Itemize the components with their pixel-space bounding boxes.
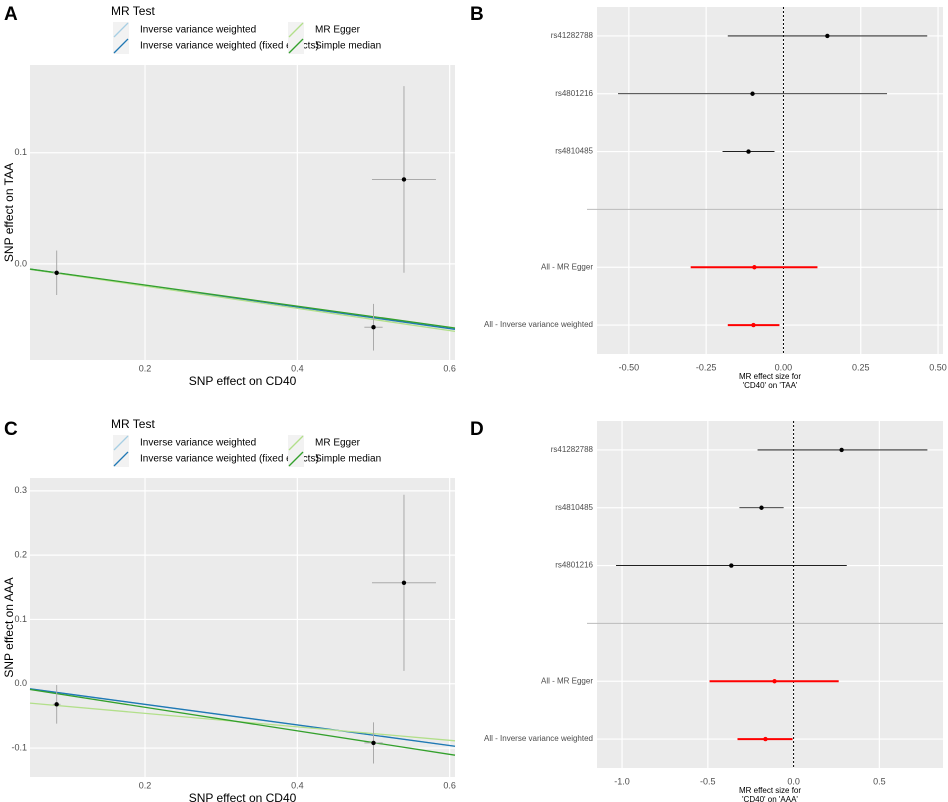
panel-letter: D <box>470 419 484 440</box>
y-tick-label: 0.0 <box>14 258 27 268</box>
legend-key-line <box>288 38 304 54</box>
fit-line <box>29 688 456 756</box>
y-tick-label: 0.1 <box>14 147 27 157</box>
x-tick-label: 0.2 <box>139 363 152 373</box>
y-tick-label: rs41282788 <box>551 31 594 40</box>
legend-label: Inverse variance weighted <box>140 438 256 449</box>
panel-letter: C <box>4 419 18 440</box>
estimate <box>772 679 777 684</box>
point <box>371 325 376 330</box>
y-tick-label: rs4801216 <box>555 89 593 98</box>
legend-title: MR Test <box>111 417 155 431</box>
x-tick-label: 0.50 <box>929 362 947 372</box>
x-tick-label: 0.6 <box>443 780 456 790</box>
x-axis-label: MR effect size for <box>739 786 801 795</box>
legend-label: Inverse variance weighted (fixed effects… <box>140 454 319 465</box>
legend-label: Inverse variance weighted (fixed effects… <box>140 41 319 52</box>
y-axis-label: SNP effect on AAA <box>2 577 16 677</box>
plot-background <box>597 7 943 354</box>
point <box>401 580 407 586</box>
x-tick-label: 0.0 <box>787 776 800 786</box>
fit-line <box>29 268 456 332</box>
y-tick-label: All - MR Egger <box>541 676 593 685</box>
point <box>54 702 59 707</box>
x-axis-label: SNP effect on CD40 <box>189 374 297 388</box>
legend-label: Inverse variance weighted <box>140 25 256 36</box>
y-tick-label: rs4801216 <box>555 561 593 570</box>
x-tick-label: 0.4 <box>291 780 304 790</box>
x-tick-label: -0.25 <box>696 362 717 372</box>
x-axis-label: 'CD40' on 'AAA' <box>742 795 798 802</box>
legend-key-line <box>113 22 129 38</box>
y-tick-label: All - MR Egger <box>541 262 593 271</box>
x-tick-label: 0.5 <box>873 776 886 786</box>
estimate <box>825 33 830 39</box>
legend-key-line <box>113 38 129 54</box>
y-tick-label: All - Inverse variance weighted <box>484 734 593 743</box>
y-tick-label: 0.0 <box>14 678 27 688</box>
y-tick-label: rs41282788 <box>551 445 594 454</box>
estimate <box>759 505 764 510</box>
legend-key-line <box>288 451 304 467</box>
estimate <box>746 149 751 154</box>
legend-title: MR Test <box>111 4 155 18</box>
estimate <box>751 322 756 328</box>
y-tick-label: All - Inverse variance weighted <box>484 320 593 329</box>
x-tick-label: 0.4 <box>291 363 304 373</box>
x-axis-label: MR effect size for <box>739 372 801 381</box>
y-tick-label: rs4810485 <box>555 147 593 156</box>
legend-key-line <box>288 22 304 38</box>
x-tick-label: -1.0 <box>614 776 630 786</box>
fit-line <box>29 688 456 747</box>
plot-background <box>597 421 943 768</box>
legend-key-line <box>113 435 129 451</box>
x-axis-label: SNP effect on CD40 <box>189 791 297 802</box>
estimate <box>752 265 757 270</box>
estimate <box>839 447 844 453</box>
point <box>401 177 407 182</box>
plot-background <box>30 65 455 360</box>
fit-line <box>29 268 456 329</box>
x-tick-label: 0.2 <box>139 780 152 790</box>
x-axis-label: 'CD40' on 'TAA' <box>743 381 798 390</box>
estimate <box>750 91 755 96</box>
legend-key-line <box>113 451 129 467</box>
y-tick-label: rs4810485 <box>555 503 593 512</box>
y-axis-label: SNP effect on TAA <box>2 163 16 262</box>
panel-letter: B <box>470 4 484 25</box>
legend-label: Simple median <box>315 454 381 465</box>
estimate <box>763 736 768 742</box>
plot-background <box>30 478 455 777</box>
x-tick-label: -0.5 <box>700 776 716 786</box>
x-tick-label: 0.00 <box>775 362 793 372</box>
legend-label: Simple median <box>315 41 381 52</box>
panel-letter: A <box>4 4 18 25</box>
legend-label: MR Egger <box>315 25 361 36</box>
point <box>54 270 59 275</box>
estimate <box>729 563 734 568</box>
legend-label: MR Egger <box>315 438 361 449</box>
x-tick-label: 0.25 <box>852 362 870 372</box>
y-tick-label: 0.3 <box>14 485 27 495</box>
y-tick-label: 0.1 <box>14 614 27 624</box>
y-tick-label: -0.1 <box>11 742 27 752</box>
x-tick-label: 0.6 <box>443 363 456 373</box>
y-tick-label: 0.2 <box>14 550 27 560</box>
legend-key-line <box>288 435 304 451</box>
x-tick-label: -0.50 <box>619 362 640 372</box>
point <box>371 740 376 746</box>
